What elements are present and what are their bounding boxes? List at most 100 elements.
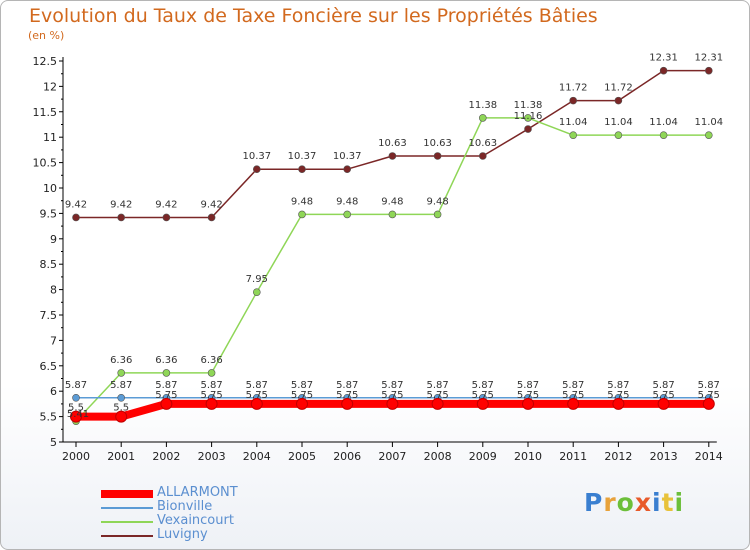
data-point	[207, 213, 216, 222]
data-label: 6.36	[155, 355, 177, 366]
data-label: 9.42	[155, 199, 177, 210]
data-label: 12.31	[649, 53, 678, 64]
data-label: 6.36	[200, 355, 222, 366]
data-label: 5.5	[68, 403, 84, 414]
data-label: 5.75	[607, 390, 629, 401]
data-point	[298, 210, 306, 219]
data-label: 10.37	[333, 151, 362, 162]
data-point	[298, 165, 306, 174]
data-label: 5.87	[155, 380, 177, 391]
x-tick-label: 2003	[198, 450, 226, 463]
data-point	[478, 114, 487, 122]
data-label: 5.87	[607, 380, 629, 391]
data-label: 11.04	[559, 117, 588, 128]
data-label: 5.41	[67, 409, 89, 420]
x-tick-label: 2000	[62, 450, 90, 463]
data-label: 10.63	[378, 138, 407, 149]
data-point	[569, 131, 578, 139]
y-tick-label: 8	[50, 284, 57, 297]
data-label: 6.36	[110, 355, 132, 366]
data-point	[388, 152, 397, 160]
data-label: 10.63	[468, 138, 497, 149]
data-point	[343, 165, 352, 174]
data-label: 5.87	[472, 380, 494, 391]
y-tick-label: 9.5	[40, 207, 58, 220]
x-tick-label: 2001	[107, 450, 135, 463]
proxiti-logo: Proxiti	[584, 488, 684, 517]
data-label: 11.04	[649, 117, 678, 128]
logo-letter: i	[652, 488, 662, 517]
data-label: 10.63	[423, 138, 452, 149]
logo-letter: P	[584, 488, 604, 517]
data-label: 5.75	[472, 390, 494, 401]
data-label: 5.87	[110, 380, 132, 391]
data-label: 9.42	[65, 199, 87, 210]
data-point	[612, 397, 625, 410]
data-point	[657, 397, 670, 410]
data-label: 9.48	[381, 196, 403, 207]
data-point	[431, 397, 444, 410]
y-tick-label: 10	[43, 182, 57, 195]
data-point	[253, 288, 261, 296]
legend-label: Vexaincourt	[157, 513, 234, 528]
chart-title: Evolution du Taux de Taxe Foncière sur l…	[29, 5, 598, 27]
data-label: 11.72	[604, 83, 633, 94]
legend-swatch	[101, 521, 153, 523]
x-tick-label: 2009	[469, 450, 497, 463]
x-tick-label: 2005	[288, 450, 316, 463]
x-tick-label: 2008	[424, 450, 452, 463]
data-point	[296, 397, 308, 410]
x-tick-label: 2013	[650, 450, 678, 463]
data-label: 12.31	[694, 53, 723, 64]
data-label: 10.37	[242, 151, 271, 162]
y-tick-label: 9	[50, 233, 57, 246]
data-label: 5.87	[517, 380, 539, 391]
data-point	[343, 210, 352, 219]
data-label: 11.04	[694, 117, 723, 128]
data-label: 5.87	[65, 380, 87, 391]
data-point	[478, 152, 487, 160]
data-label: 5.75	[200, 390, 222, 401]
data-label: 9.48	[291, 196, 313, 207]
data-label: 5.75	[652, 390, 674, 401]
data-label: 9.42	[200, 199, 222, 210]
chart-subtitle: (en %)	[28, 29, 65, 42]
legend-swatch	[101, 535, 153, 537]
x-tick-label: 2010	[514, 450, 542, 463]
x-tick-label: 2004	[243, 450, 271, 463]
data-label: 5.5	[113, 403, 129, 414]
data-point	[569, 96, 578, 105]
data-label: 11.04	[604, 117, 633, 128]
data-point	[433, 210, 442, 219]
data-point	[162, 369, 171, 377]
data-point	[115, 410, 128, 423]
legend-label: Luvigny	[157, 527, 208, 542]
data-label: 5.75	[562, 390, 584, 401]
data-label: 11.38	[514, 100, 543, 111]
data-point	[250, 397, 263, 410]
data-label: 9.48	[426, 196, 448, 207]
logo-letter: o	[616, 488, 635, 517]
series-line-vexaincourt	[75, 117, 709, 422]
y-tick-label: 11.5	[33, 106, 58, 119]
x-tick-label: 2011	[559, 450, 587, 463]
data-point	[659, 131, 668, 139]
data-point	[160, 397, 173, 410]
data-label: 5.87	[246, 380, 268, 391]
data-label: 9.42	[110, 199, 132, 210]
data-point	[72, 394, 80, 402]
data-label: 5.75	[698, 390, 720, 401]
data-label: 5.75	[517, 390, 539, 401]
data-point	[614, 96, 623, 105]
data-point	[476, 397, 489, 410]
data-label: 5.87	[336, 380, 358, 391]
legend-label: Bionville	[157, 499, 213, 514]
y-tick-label: 12	[43, 80, 57, 93]
data-label: 5.87	[381, 380, 403, 391]
logo-letter: i	[674, 488, 685, 517]
data-label: 10.37	[288, 151, 317, 162]
data-label: 5.87	[652, 380, 674, 391]
data-point	[70, 410, 82, 423]
data-label: 5.87	[562, 380, 584, 391]
data-point	[207, 369, 216, 377]
